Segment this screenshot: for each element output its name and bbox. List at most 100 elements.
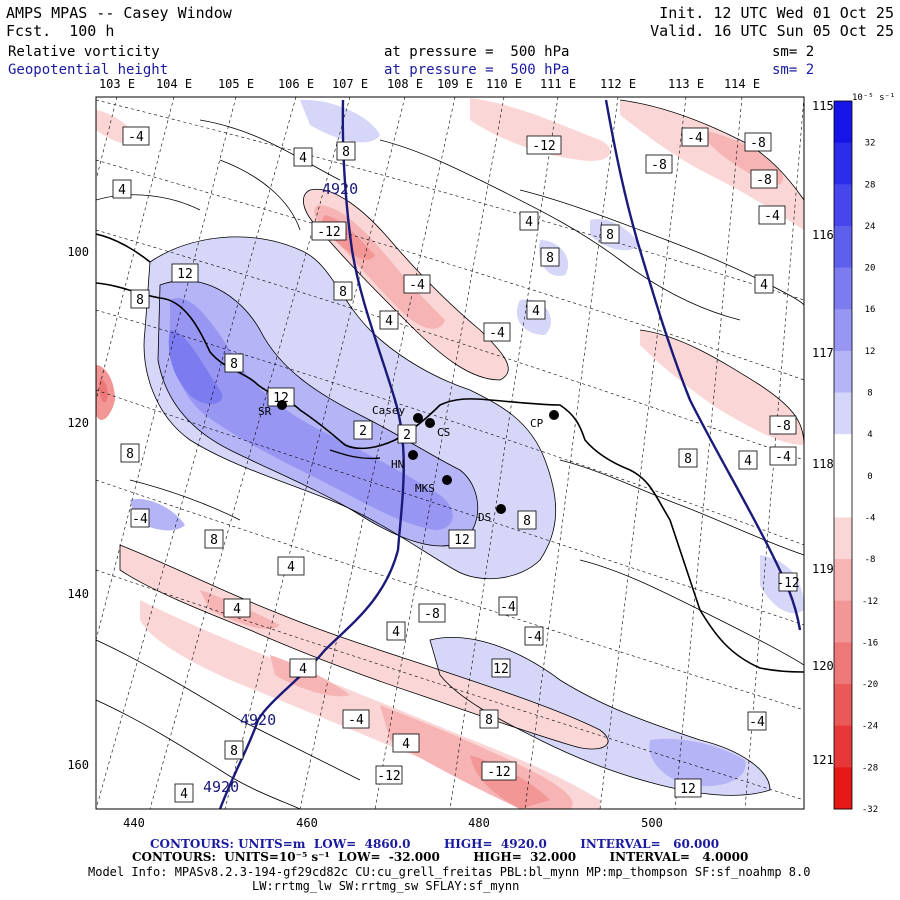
vort-label: -4	[769, 446, 797, 466]
height-labels: 4920 4920 4920	[203, 180, 358, 796]
lon-label: 103 E	[99, 77, 135, 91]
x-tick: 460	[296, 816, 318, 830]
svg-text:4: 4	[287, 560, 295, 575]
vort-label: -8	[769, 415, 797, 435]
colorbar-swatch	[834, 475, 852, 518]
svg-text:4: 4	[233, 602, 241, 617]
svg-text:HN: HN	[391, 458, 404, 471]
colorbar-swatch	[834, 225, 852, 269]
svg-text:4: 4	[525, 215, 533, 230]
svg-text:-4: -4	[687, 131, 703, 146]
vort-label: -8	[418, 603, 446, 623]
svg-text:8: 8	[342, 145, 350, 160]
valid-time: Valid. 16 UTC Sun 05 Oct 25	[650, 22, 894, 40]
svg-text:8: 8	[210, 533, 218, 548]
vort-label: 4	[223, 598, 251, 618]
lon-label: 114 E	[724, 77, 760, 91]
vort-label: 8	[224, 740, 244, 760]
svg-text:4: 4	[299, 151, 307, 166]
svg-text:12: 12	[680, 782, 696, 797]
vort-label: -8	[744, 132, 772, 152]
vort-label: 8	[224, 353, 244, 373]
station-mks: MKS	[415, 475, 452, 495]
svg-text:-12: -12	[776, 576, 799, 591]
colorbar-swatch	[834, 101, 852, 144]
colorbar-label: 4	[867, 430, 872, 440]
vort-label: 4	[379, 310, 399, 330]
vort-label: 4	[112, 179, 132, 199]
svg-text:-4: -4	[128, 130, 144, 145]
vort-label: -4	[483, 322, 511, 342]
colorbar-swatch	[834, 350, 852, 394]
vorticity-contour-info: CONTOURS: UNITS=10⁻⁵ s⁻¹ LOW= -32.000 HI…	[132, 850, 749, 864]
svg-text:8: 8	[339, 285, 347, 300]
svg-text:4: 4	[385, 314, 393, 329]
y-tick: 140	[67, 587, 89, 601]
svg-text:-8: -8	[424, 607, 440, 622]
vort-label: 12	[171, 263, 199, 283]
colorbar-swatch	[834, 725, 852, 768]
svg-text:4: 4	[744, 454, 752, 469]
svg-text:-4: -4	[764, 209, 780, 224]
svg-text:-4: -4	[526, 630, 542, 645]
y-tick: 160	[67, 758, 89, 772]
station-sr: SR	[258, 400, 287, 418]
lon-label: 112 E	[600, 77, 636, 91]
colorbar-label: -32	[862, 805, 878, 815]
vort-label: 8	[130, 289, 150, 309]
vort-label: -12	[481, 761, 517, 781]
svg-text:-12: -12	[487, 765, 510, 780]
svg-text:4: 4	[532, 304, 540, 319]
vort-label: 8	[479, 709, 499, 729]
svg-text:CS: CS	[437, 426, 450, 439]
colorbar-swatch	[834, 392, 852, 435]
svg-text:Casey: Casey	[372, 404, 405, 417]
lon-label: 110 E	[486, 77, 522, 91]
model-info-2: LW:rrtmg_lw SW:rrtmg_sw SFLAY:sf_mynn	[252, 879, 520, 893]
height-contours	[218, 99, 802, 809]
vort-label: 4	[277, 556, 305, 576]
vort-label: 8	[333, 281, 353, 301]
field2-smooth: sm= 2	[772, 62, 815, 78]
vort-label: -4	[524, 626, 544, 646]
height-label: 4920	[240, 711, 276, 729]
svg-text:8: 8	[523, 514, 531, 529]
vort-label: 8	[336, 141, 356, 161]
svg-text:4: 4	[760, 278, 768, 293]
svg-text:8: 8	[546, 251, 554, 266]
svg-text:-12: -12	[317, 225, 340, 240]
svg-text:8: 8	[606, 228, 614, 243]
model-info: Model Info: MPASv8.2.3-194-gf29cd82c CU:…	[88, 865, 811, 879]
vort-label: -4	[681, 127, 709, 147]
height-label: 4920	[203, 778, 239, 796]
vort-label: 8	[204, 529, 224, 549]
svg-text:-4: -4	[348, 713, 364, 728]
svg-text:2: 2	[403, 428, 411, 443]
colorbar-swatch	[834, 267, 852, 310]
lon-label: 107 E	[332, 77, 368, 91]
svg-text:SR: SR	[258, 405, 272, 418]
station-hn: HN	[391, 450, 418, 471]
svg-text:DS: DS	[478, 511, 491, 524]
y-axis-ticks: 100 120 140 160	[67, 245, 89, 772]
station-cs: CS	[425, 418, 450, 439]
svg-text:4: 4	[118, 183, 126, 198]
colorbar-label: -8	[865, 555, 876, 565]
svg-text:-8: -8	[651, 158, 667, 173]
colorbar-label: -12	[862, 597, 878, 607]
svg-text:-4: -4	[132, 512, 148, 527]
vort-label: 2	[353, 420, 373, 440]
x-tick: 480	[468, 816, 490, 830]
x-tick: 440	[123, 816, 145, 830]
vort-label: -12	[311, 221, 347, 241]
vort-label: 4	[526, 300, 546, 320]
height-contour-info: CONTOURS: UNITS=m LOW= 4860.0 HIGH= 4920…	[150, 837, 720, 851]
svg-text:-4: -4	[749, 715, 765, 730]
colorbar-swatch	[834, 559, 852, 602]
lon-label: 106 E	[278, 77, 314, 91]
station-casey: Casey	[372, 404, 423, 423]
vort-label: -12	[375, 765, 403, 785]
svg-text:-4: -4	[489, 326, 505, 341]
top-longitude-labels: 103 E 104 E 105 E 106 E 107 E 108 E 109 …	[99, 77, 760, 91]
